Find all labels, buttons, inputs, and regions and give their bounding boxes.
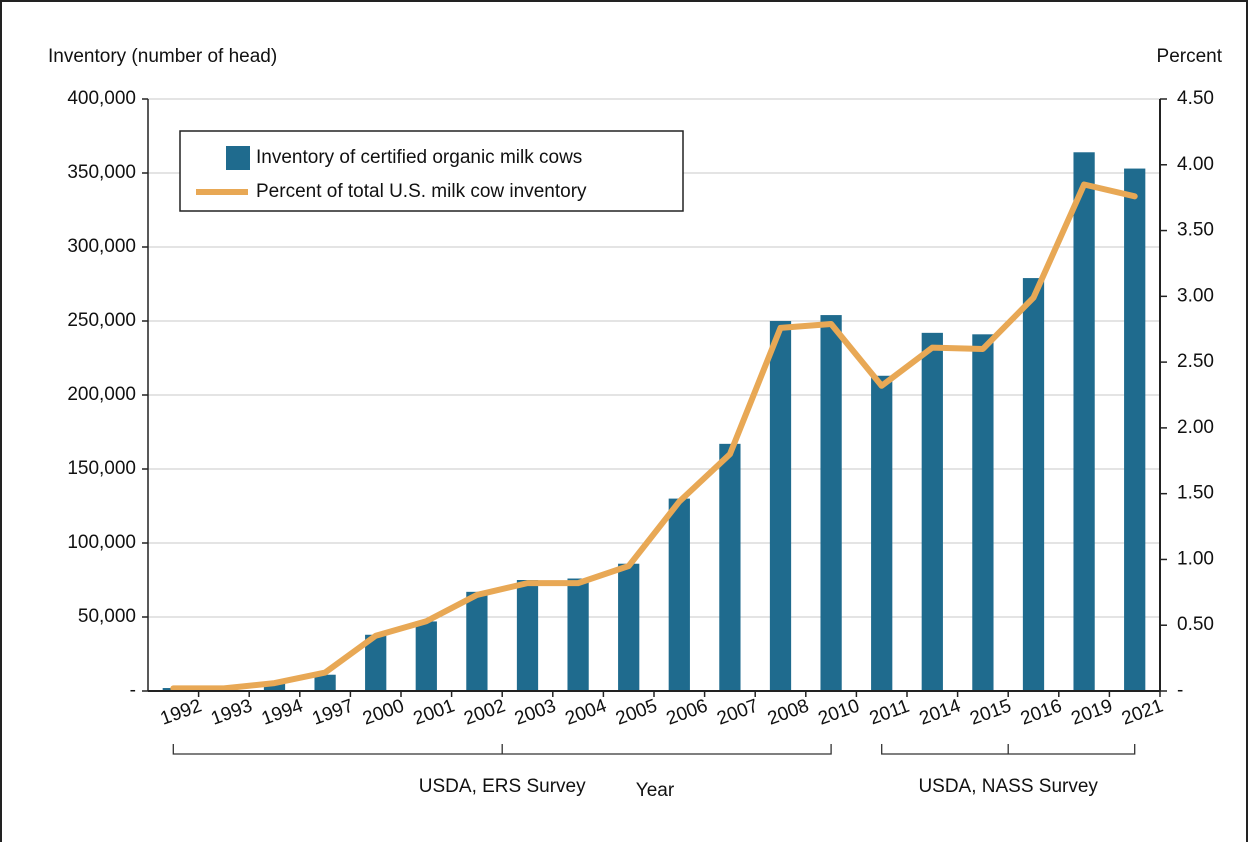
bar: [263, 683, 286, 691]
y2-tick-label: 0.50: [1177, 614, 1214, 635]
y2-tick-label: 4.00: [1177, 154, 1214, 175]
x-tick-label: 2015: [967, 695, 1014, 729]
y2-tick-label: 3.50: [1177, 220, 1214, 241]
bar: [618, 563, 640, 691]
y2-tick-label: 4.50: [1177, 88, 1214, 109]
bar: [415, 621, 437, 691]
y-tick-label: 150,000: [67, 458, 136, 479]
x-tick-label: 2011: [867, 696, 913, 730]
x-tick-label: 2002: [461, 695, 508, 729]
bar: [668, 498, 690, 691]
y2-tick-label: 3.00: [1177, 285, 1214, 306]
y-axis-title: Inventory (number of head): [48, 46, 277, 67]
y2-tick-label: -: [1177, 680, 1183, 701]
x-tick-label: 2014: [917, 695, 964, 729]
x-tick-label: 2001: [411, 695, 458, 729]
y-tick-label: 100,000: [67, 532, 136, 553]
x-tick-label: 1997: [309, 695, 356, 729]
bar: [769, 321, 792, 691]
x-tick-label: 2008: [765, 695, 812, 729]
annotation: USDA, NASS Survey: [918, 776, 1098, 797]
y2-axis-title: Percent: [1157, 46, 1223, 67]
x-tick-label: 2006: [664, 695, 711, 729]
bar: [314, 674, 336, 691]
bar: [365, 634, 387, 691]
bar: [1022, 278, 1045, 691]
x-tick-label: 2016: [1018, 695, 1065, 729]
y2-tick-label: 1.00: [1177, 548, 1214, 569]
x-tick-label: 2007: [714, 695, 761, 729]
x-tick-label: 2003: [512, 695, 559, 729]
x-tick-label: 1993: [208, 695, 255, 729]
y-tick-label: 400,000: [67, 88, 136, 109]
y-tick-label: 200,000: [67, 384, 136, 405]
y2-tick-label: 2.00: [1177, 417, 1214, 438]
bar: [719, 443, 741, 691]
legend-label: Inventory of certified organic milk cows: [256, 147, 582, 168]
y-tick-label: -: [130, 680, 136, 701]
bar: [1073, 152, 1095, 691]
y-tick-label: 300,000: [67, 236, 136, 257]
x-tick-label: 2005: [613, 695, 660, 729]
bar: [921, 332, 943, 691]
bar: [1124, 168, 1146, 691]
bar: [871, 375, 893, 691]
y2-tick-label: 1.50: [1177, 483, 1214, 504]
bracket: [881, 744, 1136, 755]
bar: [820, 315, 842, 691]
y2-tick-label: 2.50: [1177, 351, 1214, 372]
bar: [516, 580, 539, 691]
bar: [466, 591, 488, 691]
annotation: USDA, ERS Survey: [419, 776, 586, 797]
x-tick-label: 2021: [1119, 695, 1166, 729]
x-axis-title: Year: [636, 780, 675, 801]
y-tick-label: 350,000: [67, 162, 136, 183]
bar: [972, 334, 994, 691]
line: [170, 181, 1138, 692]
legend-label: Percent of total U.S. milk cow inventory: [256, 181, 587, 202]
x-tick-label: 1994: [259, 695, 306, 729]
y-tick-label: 50,000: [78, 606, 136, 627]
x-tick-label: 2010: [815, 695, 862, 729]
legend-swatch: [226, 146, 250, 170]
bar: [567, 578, 589, 691]
x-tick-label: 1992: [158, 695, 205, 729]
x-tick-label: 2000: [360, 695, 407, 729]
x-tick-label: 2019: [1068, 695, 1115, 729]
x-tick-label: 2004: [562, 695, 609, 729]
y-tick-label: 250,000: [67, 310, 136, 331]
legend-box: [179, 130, 684, 212]
bracket: [172, 744, 832, 755]
